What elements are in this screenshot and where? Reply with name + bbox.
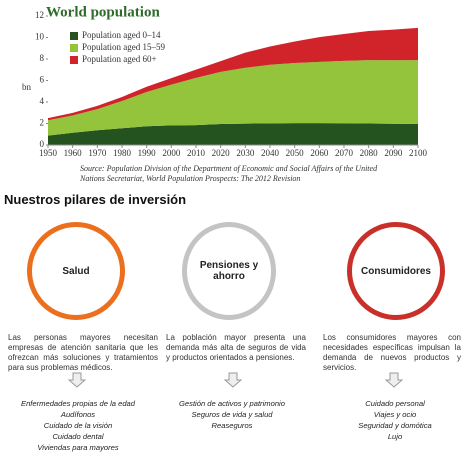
pillar-description: Las personas mayores necesitan empresas …: [8, 333, 158, 372]
source: Source: Population Division of the Depar…: [80, 164, 378, 183]
item: Viviendas para mayores: [37, 443, 119, 452]
item: Cuidado de la visión: [43, 421, 113, 430]
item: Cuidado dental: [52, 432, 104, 441]
y-tick-label: 0: [40, 139, 45, 149]
item-list: Gestión de activos y patrimonio Seguros d…: [162, 398, 302, 431]
arrow: [224, 372, 242, 388]
x-tick-label: 1950: [39, 148, 58, 158]
pillar-description: Los consumidores mayores con necesidades…: [323, 333, 461, 372]
pillar-name: Salud: [62, 265, 90, 277]
y-tick-label: 12: [35, 10, 44, 20]
legend-label: Population aged 60+: [82, 54, 157, 64]
item: Gestión de activos y patrimonio: [179, 399, 285, 408]
item-list: Cuidado personal Viajes y ocio Seguridad y…: [325, 398, 465, 442]
pillar-circle: Salud: [27, 222, 125, 320]
x-tick-label: 2020: [212, 148, 231, 158]
x-tick-label: 2100: [409, 148, 428, 158]
item: Enfermedades propias de la edad: [21, 399, 135, 408]
item: Seguridad y domótica: [358, 421, 432, 430]
pillar-name: Consumidores: [360, 265, 431, 277]
item: Viajes y ocio: [373, 410, 417, 419]
x-tick-label: 2090: [384, 148, 403, 158]
x-tick-label: 2080: [360, 148, 379, 158]
pillar-circle: Consumidores: [347, 222, 445, 320]
x-tick-label: 1980: [113, 148, 132, 158]
legend-label: Population aged 0–14: [82, 30, 161, 40]
item-list: Enfermedades propias de la edad Audífonos…: [8, 398, 148, 453]
x-tick-label: 1960: [64, 148, 83, 158]
x-tick-label: 2030: [236, 148, 255, 158]
chart: World population bn 0 2 4 6 8 10 12 1950 1960 197…: [22, 4, 428, 158]
pillar-description: La población mayor presenta una demanda …: [166, 333, 306, 362]
x-tick-label: 1970: [88, 148, 107, 158]
y-tick-label: 8: [40, 53, 45, 63]
x-tick-label: 2040: [261, 148, 280, 158]
pillar-name: Pensiones y ahorro: [199, 260, 259, 282]
item: Audífonos: [60, 410, 96, 419]
legend-swatch: [70, 56, 78, 64]
chart-title: World population: [46, 4, 160, 20]
section-heading: Nuestros pilares de inversión: [4, 192, 187, 207]
y-tick-label: 2: [40, 118, 45, 128]
area: [48, 60, 418, 136]
legend-swatch: [70, 44, 78, 52]
x-tick-label: 2050: [286, 148, 305, 158]
arrow: [68, 372, 86, 388]
y-axis-label: bn: [22, 82, 32, 92]
y-tick-label: 6: [40, 75, 45, 85]
x-tick-label: 2010: [187, 148, 206, 158]
area: [48, 27, 418, 121]
y-tick-label: 10: [35, 32, 45, 42]
x-tick-label: 1990: [138, 148, 157, 158]
legend-label: Population aged 15–59: [82, 42, 165, 52]
x-tick-label: 2060: [310, 148, 329, 158]
x-tick-label: 2070: [335, 148, 354, 158]
x-tick-label: 2000: [162, 148, 181, 158]
item: Seguros de vida y salud: [191, 410, 273, 419]
y-tick-label: 4: [40, 96, 45, 106]
item: Cuidado personal: [365, 399, 425, 408]
pillar-circle: Pensiones y ahorro: [182, 222, 276, 320]
area: [48, 123, 418, 145]
item: Reaseguros: [211, 421, 253, 430]
legend-swatch: [70, 32, 78, 40]
arrow: [385, 372, 403, 388]
item: Lujo: [387, 432, 403, 441]
